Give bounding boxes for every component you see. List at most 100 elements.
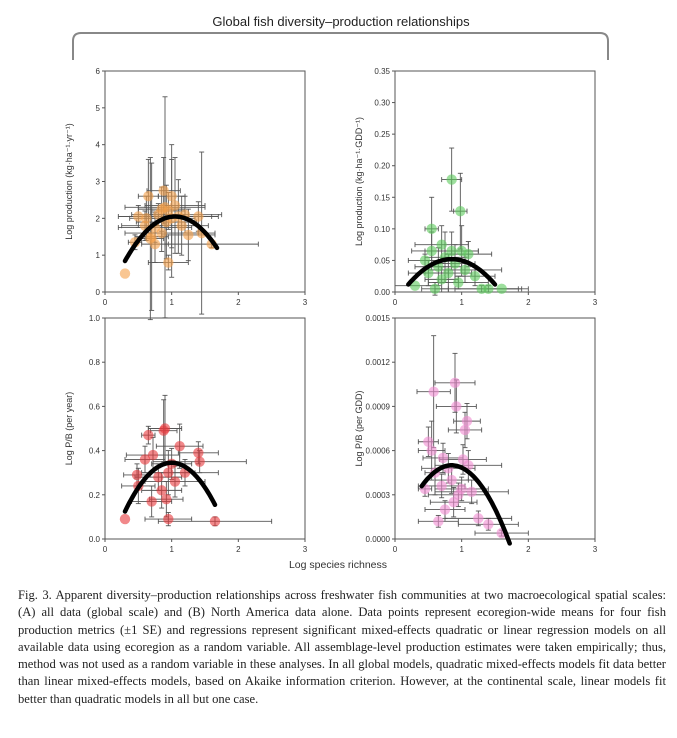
data-point — [166, 191, 177, 202]
plot-frame — [394, 317, 596, 540]
caption-text: Fig. 3. Apparent diversity–production re… — [18, 588, 666, 706]
data-point — [436, 239, 447, 250]
y-tick-label: 0.0 — [89, 535, 101, 544]
data-point — [446, 174, 457, 185]
plot-frame — [394, 70, 596, 293]
data-point — [496, 283, 507, 295]
data-point — [146, 496, 157, 507]
data-point — [455, 205, 466, 217]
data-point — [147, 449, 159, 461]
data-point — [149, 238, 161, 250]
y-tick-label: 0.0006 — [366, 447, 391, 456]
x-tick-label: 1 — [169, 545, 174, 554]
title-bracket — [72, 32, 609, 60]
y-axis-label: Log P/B (per year) — [64, 392, 74, 466]
data-point — [158, 185, 169, 196]
x-tick-label: 0 — [103, 545, 108, 554]
x-tick-label: 2 — [526, 298, 531, 307]
data-point — [159, 423, 171, 434]
data-point — [429, 283, 441, 295]
x-tick-label: 1 — [459, 298, 464, 307]
y-axis-label: Log production (kg·ha⁻¹·yr⁻¹) — [64, 123, 74, 240]
y-tick-label: 0.0000 — [366, 535, 391, 544]
data-point — [153, 471, 164, 483]
x-tick-label: 1 — [459, 545, 464, 554]
y-tick-label: 0.05 — [374, 256, 390, 265]
y-tick-label: 0.0015 — [366, 314, 391, 323]
data-point — [141, 213, 152, 224]
data-point — [437, 452, 449, 464]
data-point — [439, 504, 451, 515]
chart-panel-production-gdd: 0.00 0.05 0.10 0.15 0.20 0.25 0.30 0.35 0 1 2 3 Log … — [354, 67, 598, 307]
data-point — [163, 467, 174, 478]
data-point — [456, 483, 467, 495]
data-point — [143, 429, 154, 441]
y-tick-label: 1 — [96, 251, 101, 260]
y-tick-label: 0.10 — [374, 225, 390, 234]
data-point — [143, 191, 154, 202]
x-tick-label: 3 — [303, 545, 308, 554]
regression-curve — [122, 460, 218, 514]
data-point — [119, 513, 131, 525]
data-point — [131, 469, 143, 481]
data-point — [473, 513, 484, 524]
data-point — [426, 445, 437, 456]
y-tick-label: 0.35 — [374, 67, 390, 76]
x-tick-label: 3 — [593, 298, 598, 307]
data-point — [466, 486, 477, 498]
data-point — [469, 271, 481, 282]
plot-frame — [104, 317, 306, 540]
y-tick-label: 0.0003 — [366, 491, 391, 500]
data-point — [119, 268, 131, 279]
x-tick-label: 2 — [236, 298, 241, 307]
y-tick-label: 6 — [96, 67, 101, 76]
data-point — [176, 220, 187, 231]
data-point — [423, 436, 434, 447]
y-axis-label: Log production (kg·ha⁻¹·GDD⁻¹) — [354, 117, 364, 246]
data-point — [209, 516, 221, 527]
data-point — [436, 274, 447, 285]
data-point — [139, 454, 151, 465]
data-point — [156, 227, 167, 239]
y-tick-label: 0.8 — [89, 358, 101, 367]
chart-panel-production-area: 0 1 2 3 4 5 6 0 1 2 3 Log production (kg·ha⁻¹·yr⁻¹) — [64, 67, 308, 321]
regression-curve — [419, 463, 512, 546]
y-tick-label: 0.0012 — [366, 358, 391, 367]
figure-caption: Fig. 3. Apparent diversity–production re… — [18, 587, 666, 708]
data-point — [163, 513, 174, 525]
y-tick-label: 0.00 — [374, 288, 390, 297]
x-tick-label: 3 — [303, 298, 308, 307]
y-tick-label: 0.25 — [374, 130, 390, 139]
data-point — [446, 245, 457, 257]
y-tick-label: 5 — [96, 104, 101, 113]
y-tick-label: 0.2 — [89, 491, 101, 500]
y-tick-label: 0 — [96, 288, 101, 297]
data-point — [193, 211, 204, 222]
x-tick-label: 2 — [236, 545, 241, 554]
y-tick-label: 4 — [96, 141, 101, 150]
data-point — [169, 476, 181, 487]
data-point — [459, 424, 471, 436]
x-tick-label: 3 — [593, 545, 598, 554]
regression-curve — [406, 256, 498, 287]
data-point — [449, 377, 461, 389]
x-tick-label: 0 — [393, 298, 398, 307]
data-point — [451, 401, 462, 412]
data-point — [433, 516, 444, 527]
data-point — [428, 386, 439, 397]
data-point — [461, 415, 473, 427]
chart-panel-pb-gdd: 0.0000 0.0003 0.0006 0.0009 0.0012 0.0015 0 1 2 3… — [354, 314, 598, 554]
data-point — [463, 248, 474, 260]
y-tick-label: 0.30 — [374, 99, 390, 108]
data-point — [483, 519, 494, 530]
data-point — [436, 480, 447, 492]
shared-x-axis-label: Log species richness — [289, 559, 387, 571]
data-point — [133, 211, 144, 222]
data-point — [483, 283, 494, 295]
figure: Global fish diversity–production relatio… — [64, 14, 609, 571]
y-tick-label: 1.0 — [89, 314, 101, 323]
data-point — [419, 255, 431, 266]
data-point — [194, 456, 205, 467]
y-tick-label: 3 — [96, 178, 101, 187]
y-tick-label: 0.20 — [374, 162, 390, 171]
